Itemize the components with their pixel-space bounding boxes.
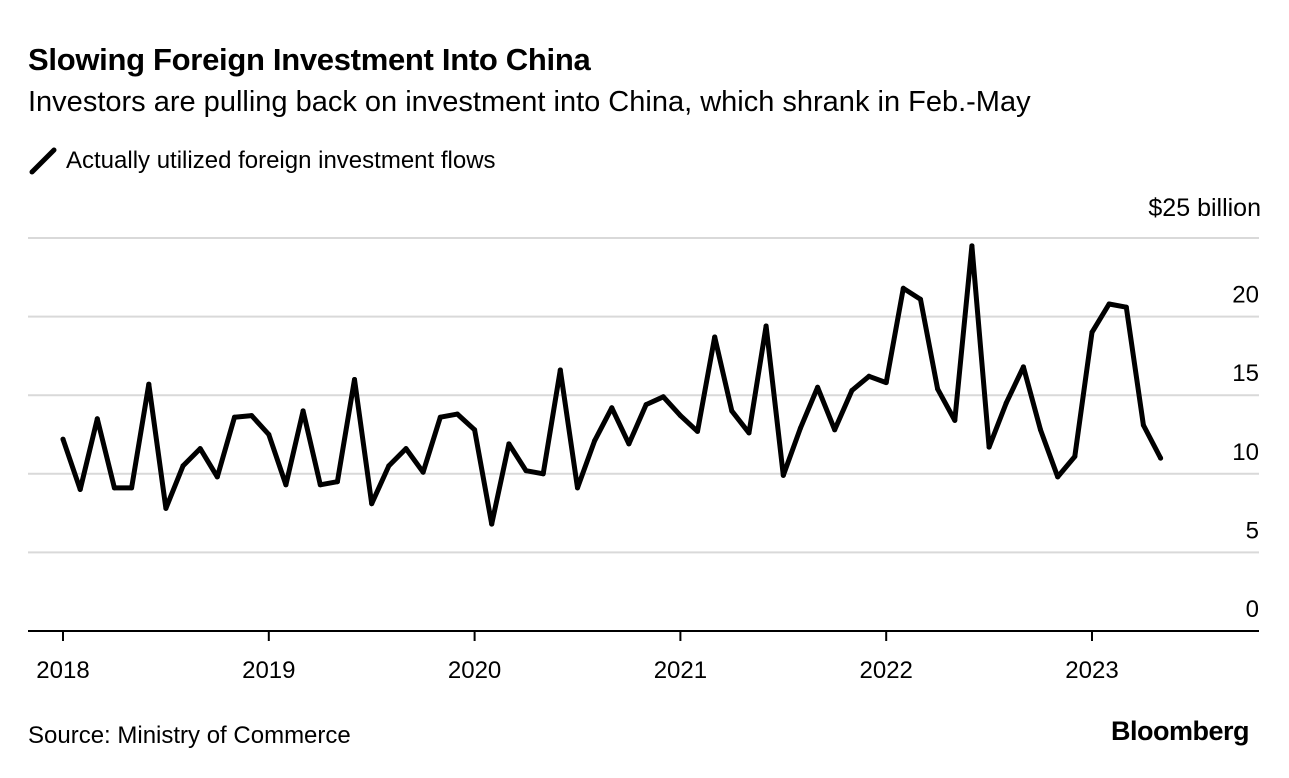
data-point-61 [1106, 301, 1112, 307]
data-point-63 [1140, 422, 1146, 428]
data-point-3 [111, 485, 117, 491]
data-point-16 [334, 479, 340, 485]
data-point-58 [1055, 474, 1061, 480]
data-point-38 [712, 334, 718, 340]
data-point-64 [1158, 455, 1164, 461]
data-point-29 [557, 367, 563, 373]
x-tick-label-2020: 2020 [448, 657, 501, 684]
line-series-icon [29, 147, 57, 175]
y-tick-label-0: 0 [1246, 596, 1259, 623]
data-point-36 [677, 413, 683, 419]
y-axis-ticks: 0 5 10 15 20 [1232, 282, 1259, 623]
data-point-20 [403, 446, 409, 452]
data-point-4 [129, 485, 135, 491]
data-point-0 [60, 436, 66, 442]
data-point-52 [952, 417, 958, 423]
data-point-24 [472, 427, 478, 433]
data-point-60 [1089, 329, 1095, 335]
data-point-7 [180, 463, 186, 469]
data-point-22 [437, 414, 443, 420]
data-point-43 [797, 425, 803, 431]
x-axis-ticks: 2018 2019 2020 2021 2022 2023 [36, 631, 1119, 684]
data-point-25 [489, 521, 495, 527]
data-point-51 [935, 386, 941, 392]
y-tick-label-5: 5 [1246, 517, 1259, 544]
data-point-9 [214, 474, 220, 480]
data-point-56 [1020, 364, 1026, 370]
y-tick-label-15: 15 [1232, 360, 1259, 387]
x-tick-label-2023: 2023 [1065, 657, 1118, 684]
data-point-62 [1123, 304, 1129, 310]
data-point-11 [249, 413, 255, 419]
data-point-18 [369, 501, 375, 507]
data-point-13 [283, 482, 289, 488]
x-tick-label-2021: 2021 [654, 657, 707, 684]
x-tick-label-2018: 2018 [36, 657, 89, 684]
legend: Actually utilized foreign investment flo… [28, 146, 496, 176]
data-point-42 [780, 472, 786, 478]
chart-title: Slowing Foreign Investment Into China [28, 42, 591, 77]
data-point-14 [300, 408, 306, 414]
data-point-33 [626, 441, 632, 447]
data-point-30 [575, 485, 580, 491]
data-point-5 [146, 381, 152, 387]
data-point-19 [386, 463, 392, 469]
source-note: Source: Ministry of Commerce [28, 722, 351, 749]
chart-subtitle: Investors are pulling back on investment… [28, 86, 1031, 118]
bloomberg-logo: Bloomberg [1110, 716, 1250, 746]
data-point-48 [883, 380, 889, 386]
data-point-41 [763, 323, 769, 329]
data-point-32 [609, 405, 615, 411]
data-point-37 [695, 428, 700, 434]
data-point-57 [1038, 427, 1043, 433]
data-point-10 [232, 414, 237, 420]
y-tick-label-10: 10 [1232, 439, 1259, 466]
data-point-21 [420, 469, 426, 475]
data-point-12 [266, 432, 272, 437]
data-point-46 [849, 388, 855, 393]
data-point-1 [77, 487, 83, 492]
data-point-26 [506, 441, 512, 447]
grid-lines [28, 237, 1259, 554]
data-point-8 [197, 446, 203, 452]
data-point-31 [592, 438, 598, 444]
data-point-54 [986, 444, 992, 450]
x-tick-label-2022: 2022 [860, 657, 913, 684]
y-tick-label-20: 20 [1232, 282, 1259, 309]
data-point-45 [832, 427, 838, 433]
data-point-49 [900, 285, 906, 291]
data-point-53 [969, 243, 975, 249]
y-axis-unit-label: $25 billion [1148, 194, 1261, 222]
data-point-27 [523, 468, 529, 474]
data-point-2 [94, 416, 100, 422]
legend-label: Actually utilized foreign investment flo… [66, 147, 496, 174]
data-point-40 [746, 430, 752, 436]
data-point-44 [815, 384, 821, 390]
data-point-39 [729, 408, 735, 414]
data-point-28 [540, 471, 546, 477]
series-line-foreign-investment [60, 243, 1164, 527]
data-point-15 [317, 482, 323, 488]
data-point-55 [1003, 400, 1009, 406]
data-point-59 [1072, 454, 1078, 459]
x-tick-label-2019: 2019 [242, 657, 295, 684]
data-point-47 [866, 373, 872, 379]
data-point-34 [643, 402, 649, 408]
data-point-35 [660, 394, 666, 400]
data-point-50 [918, 296, 923, 302]
data-points [60, 243, 1164, 527]
data-point-17 [352, 377, 357, 382]
data-point-6 [163, 505, 169, 511]
data-point-23 [454, 411, 460, 417]
